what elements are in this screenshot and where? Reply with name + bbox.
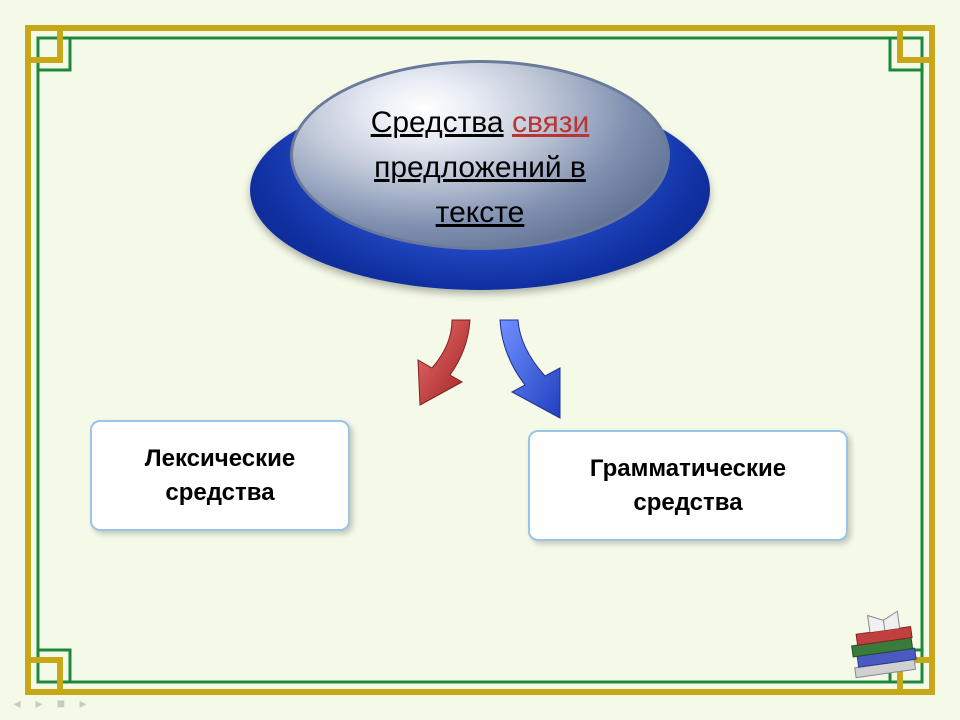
nav-prev-button[interactable]: ◂ bbox=[8, 694, 26, 712]
nav-stop-button[interactable]: ■ bbox=[52, 694, 70, 712]
box-lexical-line2: средства bbox=[108, 476, 332, 510]
title-line-3: тексте bbox=[310, 190, 650, 235]
box-grammatical-line1: Грамматические bbox=[546, 452, 830, 486]
nav-play-button[interactable]: ▸ bbox=[30, 694, 48, 712]
title-word-1: Средства bbox=[371, 106, 504, 139]
box-lexical-line1: Лексические bbox=[108, 442, 332, 476]
arrow-right-icon bbox=[500, 320, 560, 418]
arrow-left-icon bbox=[418, 320, 470, 405]
title-word-2: связи bbox=[512, 106, 589, 139]
box-grammatical-line2: средства bbox=[546, 486, 830, 520]
box-grammatical: Грамматические средства bbox=[528, 430, 848, 541]
oval-title-text: Средства связи предложений в тексте bbox=[310, 100, 650, 235]
main-oval-diagram: Средства связи предложений в тексте bbox=[250, 50, 710, 290]
box-lexical: Лексические средства bbox=[90, 420, 350, 531]
branch-arrows bbox=[380, 310, 600, 445]
books-decoration-icon bbox=[843, 608, 938, 698]
slide-nav-controls: ◂ ▸ ■ ▸ bbox=[8, 694, 92, 712]
nav-next-button[interactable]: ▸ bbox=[74, 694, 92, 712]
title-line-2: предложений в bbox=[310, 145, 650, 190]
